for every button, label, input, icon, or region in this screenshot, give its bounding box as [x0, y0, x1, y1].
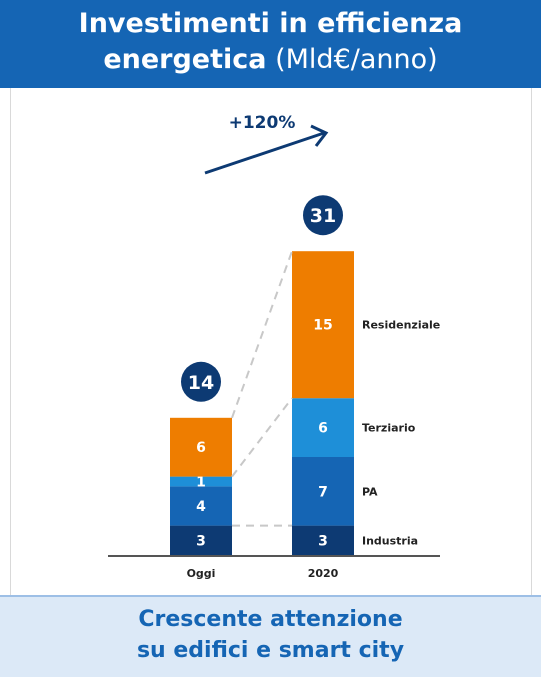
legend-label-industria: Industria	[362, 534, 418, 547]
growth-arrow-icon	[310, 124, 329, 147]
data-label-industria-1: 3	[318, 533, 328, 549]
bar-segment-pa-1	[292, 457, 354, 526]
bar-segment-terziario-0	[170, 476, 232, 487]
connector-line-1	[231, 397, 293, 478]
legend-label-terziario: Terziario	[362, 422, 416, 435]
data-label-residenziale-1: 15	[313, 318, 332, 334]
total-label-1: 31	[310, 205, 336, 227]
chart-title-line-2: energetica (Mld€/anno)	[0, 44, 541, 75]
bar-segment-residenziale-0	[170, 417, 232, 477]
category-label-1: 2020	[308, 567, 339, 580]
data-label-residenziale-0: 6	[196, 440, 206, 456]
chart-title-unit: (Mld€/anno)	[275, 44, 438, 75]
bar-segment-pa-0	[170, 486, 232, 526]
chart-frame	[10, 88, 532, 595]
chart-title-bold: energetica	[103, 44, 267, 75]
data-label-industria-0: 3	[196, 533, 206, 549]
title-banner: Investimenti in efficienza energetica (M…	[0, 0, 541, 88]
connector-line-2	[231, 250, 293, 419]
category-label-0: Oggi	[187, 567, 216, 580]
data-label-pa-0: 4	[196, 499, 206, 515]
legend-label-residenziale: Residenziale	[362, 319, 440, 332]
bar-segment-residenziale-1	[292, 251, 354, 399]
bar-segment-terziario-1	[292, 398, 354, 457]
data-label-terziario-1: 6	[318, 421, 328, 437]
footer-line-1: Crescente attenzione	[138, 607, 403, 632]
chart-title-line-1: Investimenti in efficienza	[78, 8, 463, 39]
bar-segment-industria-1	[292, 525, 354, 555]
total-badge-0	[181, 361, 221, 402]
data-label-terziario-0: 1	[196, 475, 206, 491]
footer-line-2: su edifici e smart city	[136, 638, 405, 663]
total-label-0: 14	[188, 372, 214, 394]
legend-label-pa: PA	[362, 485, 378, 498]
growth-arrow-line	[204, 131, 325, 175]
data-label-pa-1: 7	[318, 484, 328, 500]
bar-segment-industria-0	[170, 525, 232, 555]
stacked-bar-chart: 3 4 1 6 Oggi 14 3 Industria 7 PA 6 Terziario 15 Resid…	[108, 113, 440, 580]
total-badge-1	[303, 195, 343, 236]
footer-banner: Crescente attenzione su edifici e smart …	[0, 595, 541, 677]
growth-label: +120%	[229, 113, 296, 133]
